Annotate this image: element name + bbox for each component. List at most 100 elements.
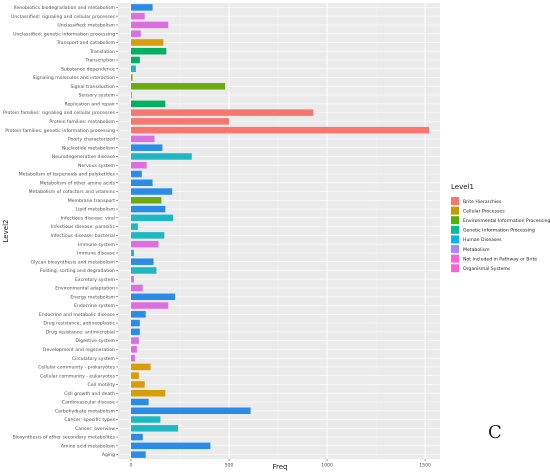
legend-swatch <box>451 245 459 253</box>
bar <box>131 30 141 37</box>
y-tick-label: Immune disease <box>77 251 115 257</box>
bar <box>131 65 136 73</box>
legend-label: Metabolism <box>463 247 490 253</box>
bar <box>131 170 142 178</box>
y-tick-label: Metabolism of cofactors and vitamins <box>29 189 116 195</box>
y-tick-label: Unclassified: signaling and cellular pro… <box>11 14 116 20</box>
bar <box>131 74 133 81</box>
x-tick-label: 1500 <box>419 463 431 469</box>
y-tick-label: Poorly characterized <box>68 137 115 143</box>
y-tick-label: Infectious disease: viral <box>61 215 115 221</box>
y-tick-label: Cell growth and death <box>64 391 115 397</box>
y-tick-label: Unclassified: metabolism <box>57 23 115 29</box>
legend-label: Not Included in Pathway or Brite <box>463 256 537 262</box>
y-tick-label: Cardiovascular disease <box>62 400 115 406</box>
legend-swatch <box>451 206 459 215</box>
bar <box>131 354 135 362</box>
y-axis-title: Level2 <box>2 220 10 243</box>
bar <box>131 407 251 415</box>
legend-label: Cellular Processes <box>463 208 505 214</box>
bar <box>131 328 140 336</box>
y-tick-label: Amino acid metabolism <box>61 443 116 449</box>
bar <box>131 372 139 379</box>
y-tick-label: Nervous system <box>78 163 116 169</box>
bar <box>131 153 192 160</box>
y-tick-label: Metabolism of other amino acids <box>40 180 116 186</box>
bar <box>131 144 163 151</box>
bar <box>131 363 151 371</box>
legend-swatch <box>451 216 459 225</box>
bar <box>131 425 179 432</box>
y-tick-label: Signal transduction <box>70 84 115 90</box>
y-tick-label: Drug resistance: antimicrobial <box>46 329 115 335</box>
bar <box>131 267 157 274</box>
y-tick-label: Transcription <box>84 58 115 64</box>
y-tick-label: Translation <box>89 49 115 55</box>
bar <box>131 346 137 353</box>
bar <box>131 258 154 265</box>
x-tick-label: 500 <box>225 463 234 469</box>
bar <box>131 249 134 257</box>
bar <box>131 188 173 195</box>
bar <box>131 232 165 239</box>
bar <box>131 12 145 20</box>
legend-label: Genetic Information Processing <box>463 228 535 234</box>
legend-swatch <box>451 197 459 205</box>
y-tick-label: Biosynthesis of other secondary metaboli… <box>13 435 116 441</box>
y-tick-label: Cellular community - eukaryotes <box>40 373 116 379</box>
bar <box>131 118 230 125</box>
y-tick-label: Aging <box>102 452 115 458</box>
y-tick-label: Transport and catabolism <box>56 40 116 46</box>
legend-swatch <box>451 235 459 244</box>
y-tick-label: Metabolism of terpenoids and polyketides <box>19 172 116 178</box>
y-tick-labels: Xenobiotics biodegradation and metabolis… <box>3 5 118 458</box>
legend-swatch <box>451 264 459 273</box>
bar <box>131 47 167 55</box>
y-tick-label: Lipid metabolism <box>76 207 116 213</box>
y-tick-label: Endocrine system <box>74 303 116 309</box>
bar <box>131 214 174 222</box>
bar <box>131 39 164 46</box>
bar <box>131 398 149 406</box>
bar <box>131 275 134 283</box>
bar <box>131 284 143 292</box>
bar <box>131 319 140 327</box>
y-tick-label: Infectious disease: parasitic <box>51 224 116 230</box>
bar <box>131 197 162 204</box>
bars <box>131 4 429 458</box>
bar <box>131 100 166 108</box>
y-tick-label: Nucleotide metabolism <box>62 145 116 151</box>
legend-title: Level1 <box>451 183 474 191</box>
bar <box>131 433 143 441</box>
x-tick-label: 0 <box>130 463 133 469</box>
bar <box>131 416 161 423</box>
bar <box>131 161 147 169</box>
y-tick-label: Unclassified: genetic information proces… <box>13 31 115 37</box>
bar <box>131 451 146 458</box>
y-tick-label: Protein families: genetic information pr… <box>5 128 115 134</box>
x-tick-label: 1000 <box>321 463 333 469</box>
y-tick-label: Sensory system <box>78 93 115 99</box>
y-tick-label: Energy metabolism <box>70 294 115 300</box>
y-tick-label: Substance dependence <box>61 66 115 72</box>
bar <box>131 389 166 397</box>
bar <box>131 337 139 344</box>
y-tick-label: Protein families: signaling and cellular… <box>3 110 116 116</box>
y-tick-label: Neurodegenerative disease <box>52 154 115 160</box>
y-tick-label: Immune system <box>78 242 116 248</box>
y-tick-label: Endocrine and metabolic disease <box>39 312 115 318</box>
y-tick-label: Drug resistance: antineoplastic <box>43 321 115 327</box>
y-tick-label: Signaling molecules and interaction <box>33 75 115 81</box>
legend-swatch <box>451 254 459 263</box>
gridlines <box>118 3 440 459</box>
y-tick-label: Membrane transport <box>68 198 116 204</box>
y-tick-label: Cell motility <box>88 382 116 388</box>
legend-label: Organismal Systems <box>463 266 511 272</box>
bar <box>131 179 153 187</box>
bar <box>131 293 176 301</box>
bar <box>131 56 140 64</box>
plot-panel <box>118 3 440 459</box>
bar <box>131 442 211 450</box>
bar <box>131 240 159 248</box>
legend-swatch <box>451 225 459 234</box>
